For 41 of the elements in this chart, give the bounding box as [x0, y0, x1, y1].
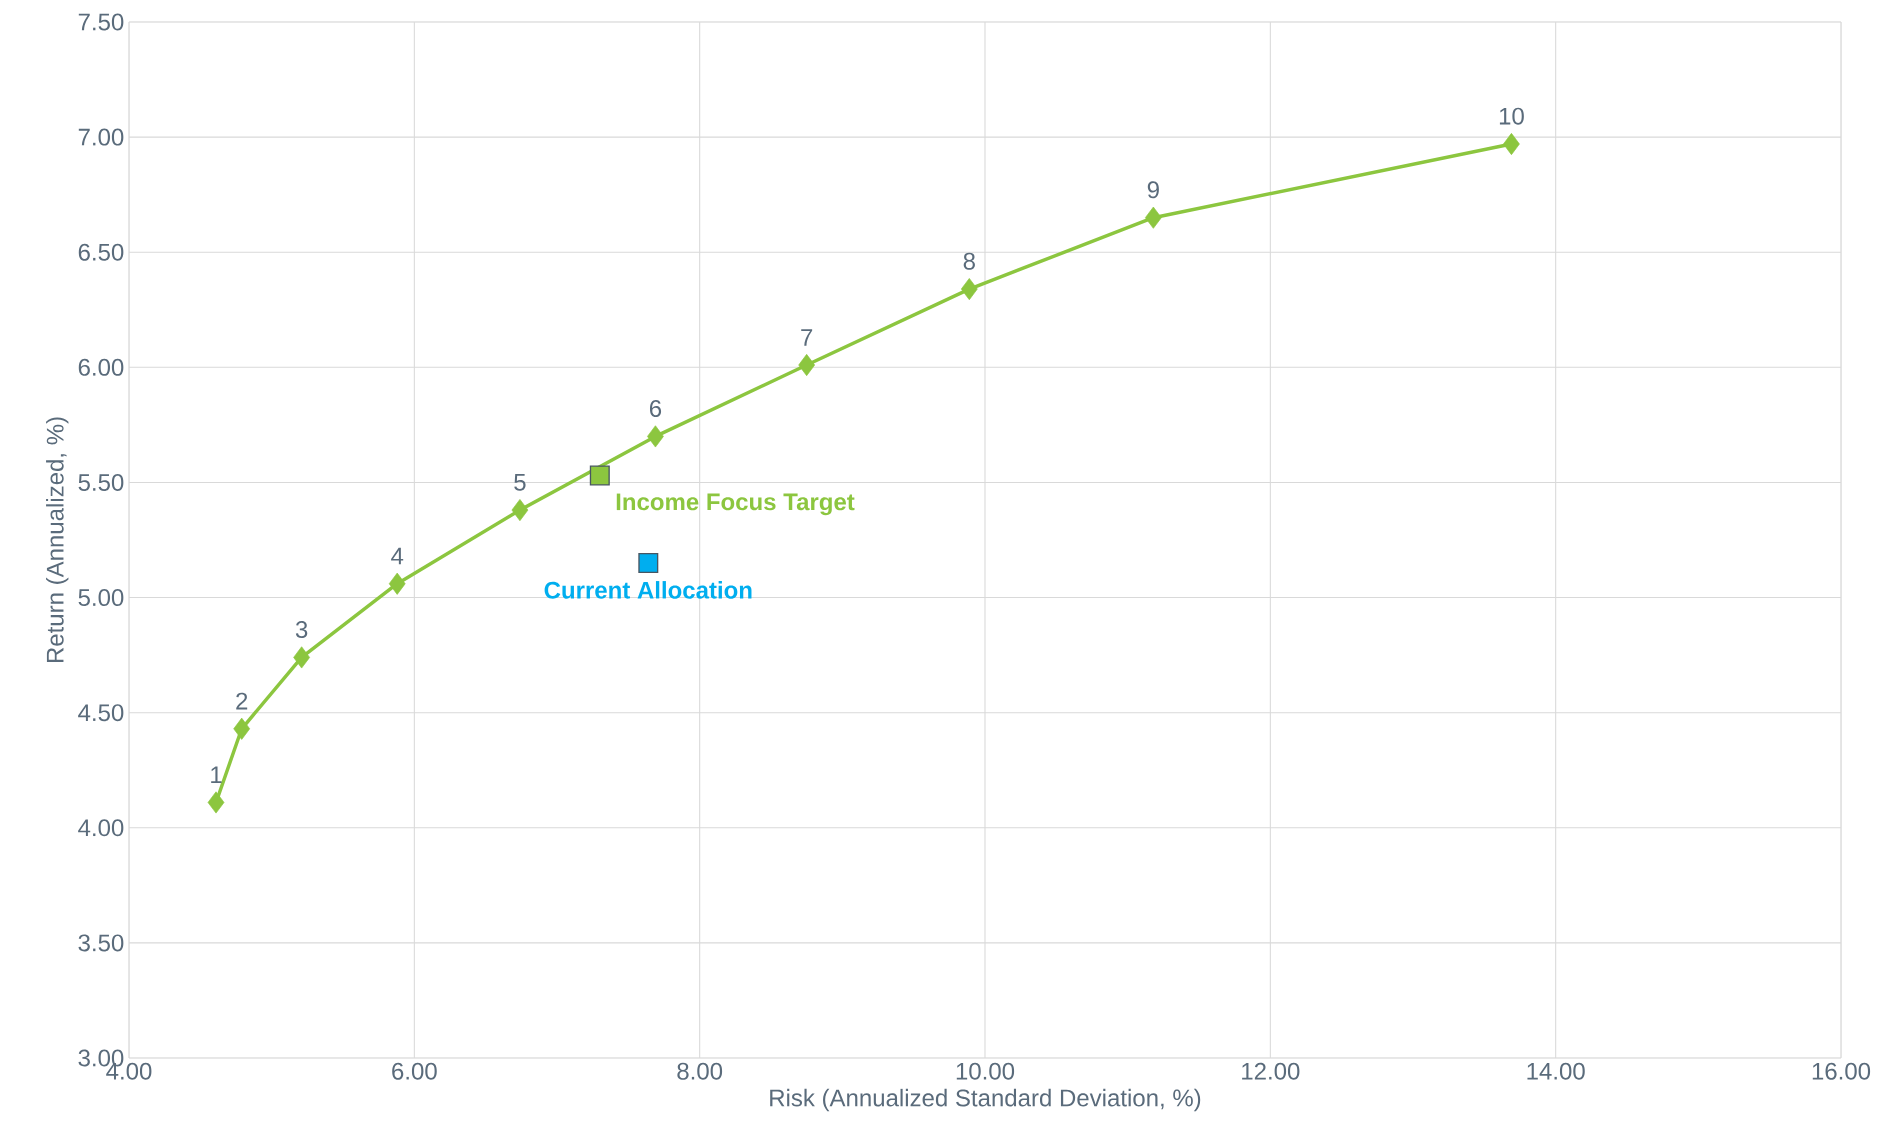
- x-axis-title: Risk (Annualized Standard Deviation, %): [770, 1088, 1201, 1112]
- y-tick-label: 3.50: [78, 934, 124, 952]
- annotation: 5: [514, 473, 526, 491]
- y-axis-title: Return (Annualized, %): [46, 417, 69, 663]
- y-tick-label: 7.00: [78, 128, 124, 146]
- point: [511, 499, 529, 522]
- y-tick-label: 7.50: [78, 13, 124, 31]
- annotation: 2: [236, 692, 248, 710]
- series-label: Current Allocation: [544, 581, 752, 599]
- annotation: 7: [801, 329, 813, 346]
- annotation: 1: [211, 766, 222, 784]
- y-tick-label: 6.50: [78, 243, 124, 261]
- x-tick-label: 6.00: [392, 1062, 437, 1080]
- annotation: 6: [649, 400, 662, 418]
- annotation: 9: [1147, 181, 1159, 199]
- point: [1145, 206, 1162, 229]
- point: [233, 717, 251, 740]
- x-tick-label: 10.00: [956, 1062, 1015, 1080]
- point: [798, 354, 816, 377]
- annotation: 10: [1499, 107, 1524, 125]
- annotation: 3: [295, 621, 308, 639]
- point: [589, 465, 610, 486]
- point: [388, 572, 406, 595]
- y-tick-label: 5.50: [78, 473, 124, 491]
- y-tick-label: 4.50: [78, 704, 124, 722]
- x-tick-label: 12.00: [1242, 1062, 1300, 1080]
- point: [647, 425, 664, 448]
- series-label: Income Focus Target: [616, 493, 855, 516]
- point: [293, 646, 310, 669]
- x-tick-label: 8.00: [677, 1062, 723, 1080]
- point: [207, 791, 225, 814]
- x-tick-label: 14.00: [1527, 1062, 1585, 1080]
- point: [1503, 133, 1520, 156]
- annotation: 4: [391, 547, 404, 565]
- point: [638, 553, 659, 574]
- point: [960, 278, 978, 301]
- annotation: 8: [963, 252, 975, 270]
- y-tick-label: 4.00: [78, 819, 124, 837]
- y-tick-label: 5.00: [78, 589, 124, 607]
- y-tick-label: 6.00: [78, 358, 124, 376]
- x-tick-label: 16.00: [1812, 1062, 1871, 1080]
